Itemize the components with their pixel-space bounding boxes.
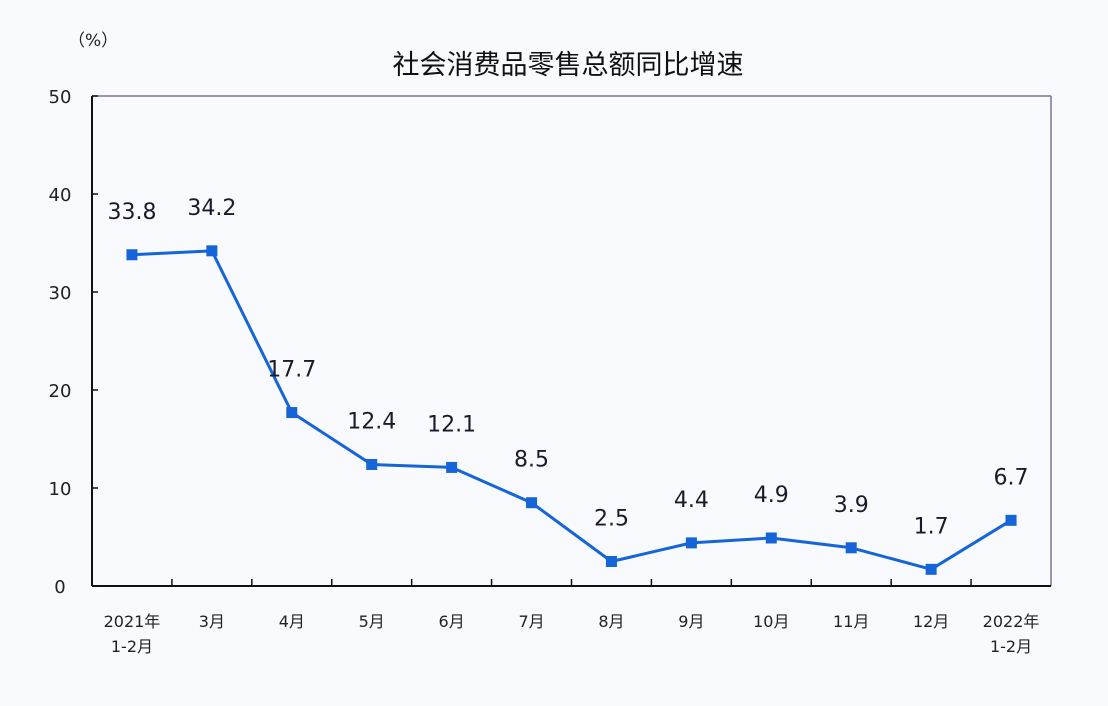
- data-label: 34.2: [187, 196, 236, 221]
- x-tick-label: 2022年: [983, 612, 1040, 631]
- x-tick-label: 6月: [439, 612, 465, 631]
- x-tick-label: 8月: [598, 612, 624, 631]
- data-label: 4.4: [674, 488, 709, 513]
- x-tick-label: 3月: [199, 612, 225, 631]
- x-tick-label: 1-2月: [111, 637, 153, 656]
- data-label: 2.5: [594, 507, 629, 532]
- y-tick-label: 50: [49, 87, 72, 108]
- data-point-marker: [286, 407, 298, 419]
- x-tick-label: 4月: [279, 612, 305, 631]
- data-point-marker: [126, 249, 138, 261]
- data-point-marker: [206, 245, 218, 257]
- data-label: 12.1: [427, 412, 476, 437]
- y-tick-label: 30: [49, 283, 72, 304]
- y-tick-label: 0: [54, 577, 65, 598]
- y-tick-label: 10: [49, 479, 72, 500]
- data-label: 1.7: [914, 514, 949, 539]
- x-tick-label: 11月: [833, 612, 869, 631]
- x-tick-label: 2021年: [104, 612, 161, 631]
- data-label: 12.4: [347, 409, 396, 434]
- data-point-marker: [526, 497, 538, 509]
- data-point-marker: [446, 461, 458, 473]
- series-line: [131, 249, 1012, 571]
- y-axis: 0 10 20 30 40 50: [49, 87, 98, 598]
- x-axis: 2021年 1-2月 3月 4月 5月 6月 7月 8月 9月 10月 11月 12月 2022年 1-2…: [104, 579, 1040, 656]
- data-point-marker: [765, 532, 777, 544]
- data-point-marker: [685, 537, 697, 549]
- data-point-marker: [605, 556, 617, 567]
- x-tick-label: 9月: [678, 612, 704, 631]
- x-tick-label: 12月: [913, 612, 949, 631]
- data-point-marker: [1005, 514, 1017, 526]
- chart-title: 社会消费品零售总额同比增速: [393, 50, 744, 81]
- y-tick-label: 20: [49, 381, 72, 402]
- data-label: 8.5: [514, 448, 549, 473]
- plot-frame: [91, 95, 1052, 587]
- y-tick-label: 40: [49, 185, 72, 206]
- data-label: 17.7: [267, 358, 316, 383]
- data-point-marker: [845, 542, 857, 554]
- x-tick-label: 1-2月: [990, 637, 1032, 656]
- data-label: 33.8: [107, 200, 156, 225]
- x-tick-label: 10月: [753, 612, 789, 631]
- data-label: 6.7: [994, 465, 1029, 490]
- data-point-marker: [366, 458, 378, 470]
- data-point-marker: [925, 563, 937, 575]
- x-tick-label: 5月: [359, 612, 385, 631]
- data-label: 3.9: [834, 493, 869, 518]
- y-axis-unit: （%）: [68, 31, 118, 51]
- data-label: 4.9: [754, 483, 789, 508]
- x-tick-label: 7月: [518, 612, 544, 631]
- data-series: 33.8 34.2 17.7 12.4 12.1 8.5 2.5 4.4 4.9 3.9 1.7 6.…: [107, 196, 1029, 575]
